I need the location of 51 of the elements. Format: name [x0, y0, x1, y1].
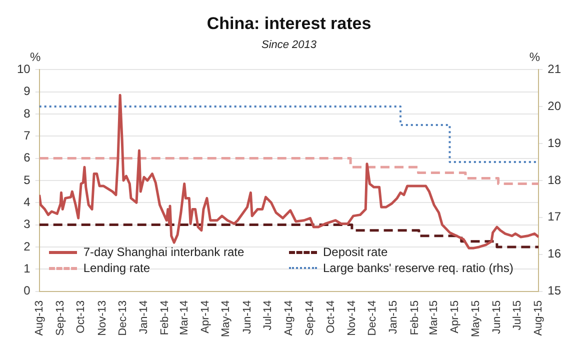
x-tick-label: Dec-14: [366, 300, 378, 336]
y2-tick-label: 16: [548, 246, 562, 261]
x-tick-label: Aug-15: [532, 300, 545, 336]
y-tick-label: 4: [24, 194, 31, 209]
x-tick-label: Oct-13: [75, 300, 88, 334]
legend-label: 7-day Shanghai interbank rate: [83, 245, 244, 260]
y-tick-label: 2: [24, 239, 31, 254]
y-tick-label: 10: [16, 62, 31, 76]
y-tick-label: 7: [24, 128, 31, 142]
x-tick-label: Feb-14: [159, 300, 172, 336]
x-tick-label: Jun-14: [241, 300, 254, 334]
x-tick-label: Jul-15: [511, 300, 524, 330]
y2-axis-title: %: [529, 50, 540, 64]
x-tick-label: Jan-14: [138, 300, 150, 334]
x-tick-label: Sep-14: [304, 300, 316, 336]
y-tick-label: 5: [24, 172, 31, 187]
x-tick-label: Oct-14: [324, 300, 337, 334]
x-tick-label: Aug-14: [283, 300, 296, 336]
x-tick-label: Dec-13: [116, 300, 129, 336]
y-tick-label: 1: [24, 261, 31, 276]
y2-tick-label: 19: [548, 136, 562, 150]
x-tick-label: Mar-15: [428, 300, 440, 336]
x-tick-label: Jun-15: [490, 300, 503, 334]
x-tick-label: May-14: [220, 300, 232, 338]
legend-label: Lending rate: [83, 261, 150, 276]
x-tick-label: Apr-15: [449, 300, 462, 334]
x-tick-label: Sep-13: [54, 300, 67, 336]
x-tick-label: Mar-14: [178, 300, 190, 336]
x-tick-label: Jul-14: [262, 300, 274, 330]
x-tick-label: Nov-13: [96, 300, 108, 336]
chart-subtitle: Since 2013: [261, 39, 318, 52]
x-tick-label: Jan-15: [388, 300, 400, 334]
y-tick-label: 9: [24, 84, 31, 98]
x-tick-label: Apr-14: [200, 300, 212, 334]
y2-tick-label: 18: [548, 172, 562, 187]
legend-label: Large banks' reserve req. ratio (rhs): [322, 261, 514, 276]
legend-label: Deposit rate: [322, 245, 388, 260]
x-tick-label: Nov-14: [346, 300, 358, 336]
y-axis-title: %: [30, 50, 42, 64]
y2-tick-label: 21: [548, 62, 562, 76]
x-tick-label: Aug-13: [33, 300, 46, 336]
y-tick-label: 3: [24, 217, 31, 232]
y2-tick-label: 17: [548, 210, 562, 224]
y-tick-label: 0: [24, 284, 31, 298]
y-tick-label: 6: [24, 150, 31, 165]
y-tick-label: 8: [24, 106, 31, 120]
x-tick-label: Feb-15: [408, 300, 421, 336]
y2-tick-label: 15: [548, 284, 562, 298]
chart-title: China: interest rates: [206, 14, 372, 33]
y2-tick-label: 20: [548, 98, 562, 113]
x-tick-label: May-15: [470, 300, 482, 338]
